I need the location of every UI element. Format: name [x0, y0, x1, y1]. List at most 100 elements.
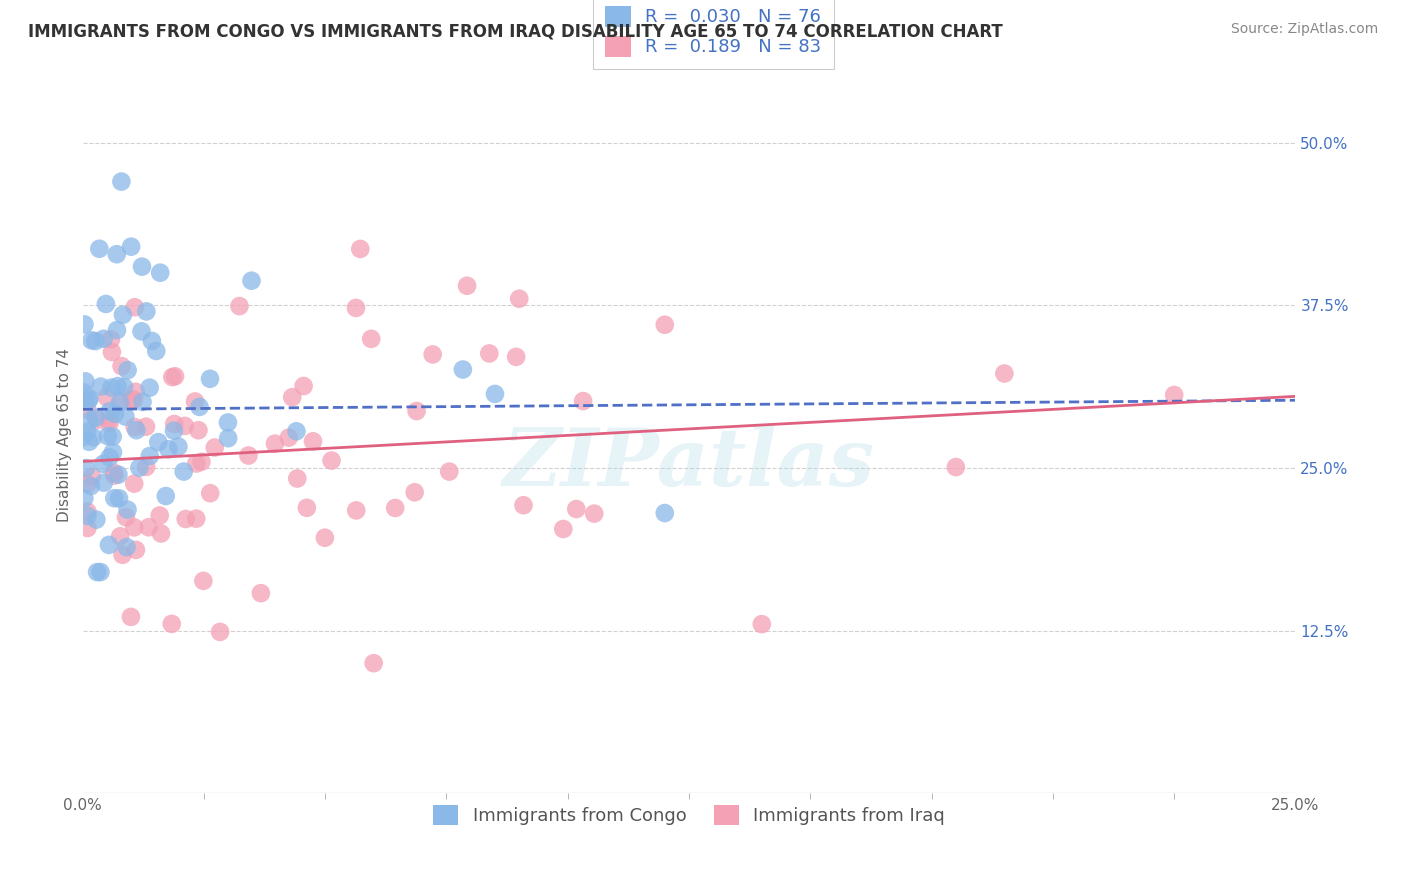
Point	[240, 274, 263, 288]
Point	[76, 521, 98, 535]
Point	[101, 345, 124, 359]
Point	[72, 430, 94, 444]
Point	[186, 511, 208, 525]
Point	[349, 242, 371, 256]
Point	[139, 449, 162, 463]
Point	[125, 423, 148, 437]
Point	[73, 392, 96, 407]
Point	[73, 385, 96, 400]
Point	[84, 410, 107, 425]
Point	[184, 394, 207, 409]
Point	[508, 292, 530, 306]
Point	[751, 617, 773, 632]
Point	[80, 479, 103, 493]
Point	[76, 403, 98, 417]
Point	[103, 491, 125, 506]
Point	[135, 459, 157, 474]
Point	[1163, 388, 1185, 402]
Point	[217, 431, 239, 445]
Point	[264, 436, 287, 450]
Point	[238, 449, 260, 463]
Point	[77, 434, 100, 449]
Point	[451, 362, 474, 376]
Point	[79, 392, 101, 406]
Point	[89, 242, 111, 256]
Point	[135, 419, 157, 434]
Point	[96, 390, 118, 404]
Point	[86, 565, 108, 579]
Point	[108, 491, 131, 506]
Point	[98, 450, 121, 465]
Point	[98, 404, 121, 418]
Point	[117, 502, 139, 516]
Point	[107, 379, 129, 393]
Point	[302, 434, 325, 449]
Point	[505, 350, 527, 364]
Point	[141, 334, 163, 348]
Point	[124, 420, 146, 434]
Point	[314, 531, 336, 545]
Point	[138, 520, 160, 534]
Point	[103, 466, 125, 480]
Point	[108, 529, 131, 543]
Point	[131, 260, 153, 274]
Point	[187, 423, 209, 437]
Point	[138, 381, 160, 395]
Point	[363, 656, 385, 670]
Legend: Immigrants from Congo, Immigrants from Iraq: Immigrants from Congo, Immigrants from I…	[425, 796, 955, 834]
Point	[124, 300, 146, 314]
Point	[121, 392, 143, 407]
Point	[114, 409, 136, 424]
Point	[360, 332, 382, 346]
Point	[190, 455, 212, 469]
Point	[131, 395, 153, 409]
Point	[112, 380, 135, 394]
Point	[384, 500, 406, 515]
Point	[120, 240, 142, 254]
Point	[209, 624, 232, 639]
Point	[86, 413, 108, 427]
Point	[163, 369, 186, 384]
Point	[122, 520, 145, 534]
Point	[76, 476, 98, 491]
Point	[945, 460, 967, 475]
Point	[79, 413, 101, 427]
Point	[149, 508, 172, 523]
Point	[422, 347, 444, 361]
Point	[98, 538, 121, 552]
Point	[150, 526, 173, 541]
Point	[405, 404, 427, 418]
Point	[160, 616, 183, 631]
Point	[100, 381, 122, 395]
Point	[128, 460, 150, 475]
Point	[110, 175, 132, 189]
Point	[110, 359, 132, 373]
Point	[583, 507, 606, 521]
Point	[97, 429, 120, 443]
Point	[186, 457, 208, 471]
Point	[108, 395, 131, 409]
Point	[155, 489, 177, 503]
Point	[76, 508, 98, 523]
Point	[94, 297, 117, 311]
Point	[75, 461, 97, 475]
Point	[145, 343, 167, 358]
Point	[193, 574, 215, 588]
Point	[149, 266, 172, 280]
Point	[484, 387, 506, 401]
Point	[115, 510, 138, 524]
Point	[478, 346, 501, 360]
Point	[654, 318, 676, 332]
Point	[277, 431, 299, 445]
Point	[572, 394, 595, 409]
Point	[122, 392, 145, 407]
Point	[80, 469, 103, 483]
Point	[456, 278, 478, 293]
Point	[344, 503, 367, 517]
Point	[98, 412, 121, 426]
Point	[89, 565, 111, 579]
Point	[111, 308, 134, 322]
Point	[173, 465, 195, 479]
Point	[135, 304, 157, 318]
Point	[101, 445, 124, 459]
